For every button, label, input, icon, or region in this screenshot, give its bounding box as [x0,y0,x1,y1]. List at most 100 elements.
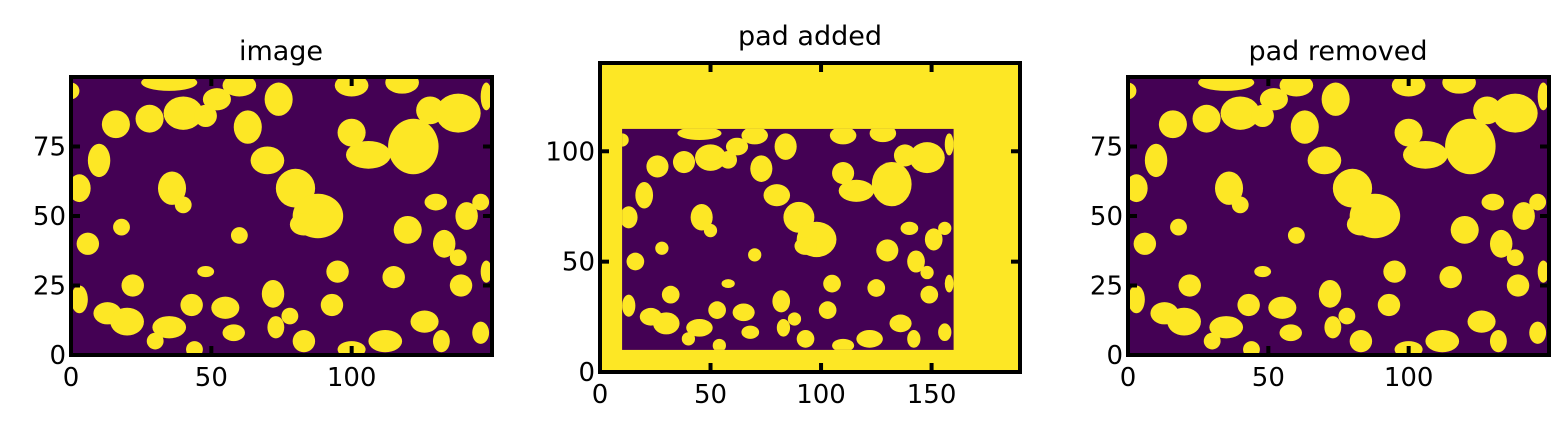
solid-region [1268,296,1297,319]
solid-region [750,155,773,182]
solid-region [388,118,439,175]
x-tick-label: 50 [195,363,228,393]
solid-region [1324,316,1342,339]
solid-region [424,193,448,211]
solid-region [1318,279,1342,308]
solid-region [222,324,245,342]
solid-region [174,196,192,214]
y-tick-label: 0 [49,341,66,371]
heatmap [71,77,492,355]
solid-region [76,232,100,255]
panel-pad-added: pad added 0 50 100 150 0 50 100 [545,21,1022,410]
solid-region [944,274,954,293]
solid-region [1445,118,1496,175]
solid-region [823,274,841,293]
solid-region [71,285,88,314]
solid-region [1231,196,1249,214]
solid-region [410,310,439,333]
solid-region [385,77,419,94]
x-tick-label: 50 [694,380,727,410]
solid-region [646,155,669,178]
solid-region [480,260,492,283]
y-tick-label: 0 [578,358,595,388]
solid-region [1489,229,1513,258]
solid-region [113,218,130,236]
solid-region [1394,118,1423,147]
solid-region [622,294,636,317]
solid-region [292,329,316,353]
solid-region [449,274,473,297]
solid-region [869,128,897,143]
solid-region [163,96,203,130]
solid-region [838,179,875,202]
solid-region [1290,110,1319,144]
solid-region [1279,324,1302,342]
x-tick-label: 0 [63,363,80,393]
solid-region [267,316,285,339]
solid-region [907,250,925,273]
solid-region [856,330,883,348]
solid-region [1492,93,1538,133]
solid-region [900,221,919,235]
solid-region [909,142,945,174]
y-tick-label: 50 [33,202,66,232]
solid-region [1158,110,1187,139]
solid-region [686,318,713,337]
solid-region [661,285,680,304]
solid-region [1203,332,1221,350]
axes-frame [598,61,1022,374]
solid-region [211,296,240,319]
panel-title: pad removed [1248,36,1427,67]
solid-region [320,293,344,317]
solid-region [703,223,718,238]
solid-region [186,341,203,355]
solid-region [938,323,952,342]
solid-region [721,279,735,289]
solid-region [250,146,285,175]
solid-region [382,266,405,289]
solid-region [71,174,91,203]
solid-region [135,104,164,133]
solid-region [326,260,349,283]
solid-region [944,133,954,156]
solid-region [1198,77,1255,91]
solid-region [1167,307,1201,336]
solid-region [938,221,952,235]
solid-region [121,274,144,297]
solid-region [1214,171,1244,205]
solid-region [449,249,467,267]
solid-region [1425,329,1460,353]
solid-region [1439,266,1462,289]
solid-region [334,77,369,97]
solid-region [1481,193,1505,211]
solid-region [1506,249,1524,267]
solid-region [732,303,755,322]
solid-region [832,338,855,350]
x-tick-label: 150 [907,380,957,410]
solid-region [871,162,912,207]
solid-region [920,265,934,280]
solid-region [1133,232,1157,255]
solid-region [1346,213,1375,236]
solid-region [818,301,837,319]
y-tick-label: 75 [33,133,66,163]
x-tick-label: 100 [327,363,377,393]
solid-region [719,151,738,169]
solid-region [622,133,629,147]
solid-region [690,204,713,231]
heatmap [600,62,1020,372]
solid-region [1243,341,1260,355]
solid-region [435,93,481,133]
y-tick-label: 0 [1106,341,1123,371]
solid-region [695,144,726,171]
solid-region [71,82,80,100]
solid-region [1251,104,1274,128]
solid-region [472,193,490,211]
x-tick-label: 100 [1384,363,1434,393]
solid-region [829,128,857,145]
solid-region [157,171,187,205]
solid-region [772,290,791,313]
solid-region [393,216,422,244]
solid-region [1128,82,1137,100]
